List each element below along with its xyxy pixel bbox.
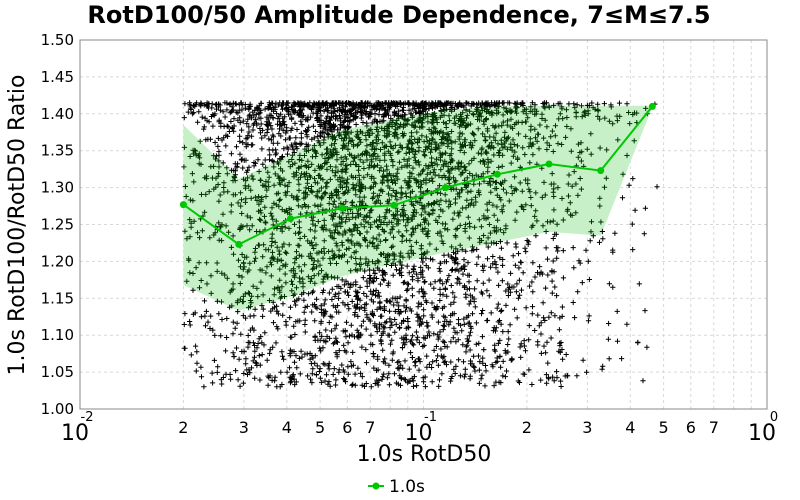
scatter-points-outside bbox=[181, 100, 660, 390]
series-line-1-0s bbox=[182, 105, 654, 246]
y-tick-label: 1.25 bbox=[41, 216, 74, 234]
legend-marker-swatch bbox=[372, 482, 380, 490]
x-tick-major-base: 10 bbox=[405, 421, 433, 446]
y-tick-label: 1.45 bbox=[41, 68, 74, 86]
series-point bbox=[338, 204, 346, 212]
x-tick-minor-label: 6 bbox=[686, 418, 696, 437]
plot-frame bbox=[79, 39, 768, 410]
y-tick-label: 1.15 bbox=[41, 289, 74, 307]
x-tick-minor-label: 4 bbox=[625, 418, 635, 437]
y-tick-label: 1.40 bbox=[41, 105, 74, 123]
y-tick-label: 1.20 bbox=[41, 252, 74, 270]
x-tick-major-exponent: -2 bbox=[81, 410, 94, 425]
scatter-layer bbox=[181, 100, 660, 390]
x-tick-minor-label: 7 bbox=[709, 418, 719, 437]
x-tick-major-base: 10 bbox=[61, 421, 89, 446]
series-point bbox=[648, 102, 656, 110]
series-band bbox=[183, 105, 653, 311]
scatter-points-inside bbox=[181, 103, 650, 311]
x-tick-minor-label: 6 bbox=[342, 418, 352, 437]
band-layer bbox=[183, 105, 653, 311]
x-tick-minor-label: 3 bbox=[582, 418, 592, 437]
y-tick-label: 1.30 bbox=[41, 179, 74, 197]
series-point bbox=[545, 160, 553, 168]
chart-title: RotD100/50 Amplitude Dependence, 7≤M≤7.5 bbox=[87, 1, 710, 29]
x-tick-minor-label: 5 bbox=[659, 418, 669, 437]
x-tick-minor-label: 2 bbox=[178, 418, 188, 437]
y-tick-label: 1.05 bbox=[41, 363, 74, 381]
series-point bbox=[493, 170, 501, 178]
x-tick-major-exponent: 0 bbox=[770, 410, 778, 425]
series-point bbox=[597, 167, 605, 175]
legend-label: 1.0s bbox=[389, 477, 425, 497]
x-tick-minor-label: 4 bbox=[282, 418, 292, 437]
series-point bbox=[442, 184, 450, 192]
x-axis-label: 1.0s RotD50 bbox=[357, 442, 492, 467]
y-axis-label: 1.0s RotD100/RotD50 Ratio bbox=[5, 75, 30, 376]
series-point bbox=[390, 201, 398, 209]
x-tick-minor-label: 3 bbox=[239, 418, 249, 437]
y-tick-label: 1.50 bbox=[41, 31, 74, 49]
x-tick-minor-label: 5 bbox=[315, 418, 325, 437]
y-tick-label: 1.35 bbox=[41, 142, 74, 160]
x-tick-major-exponent: -1 bbox=[424, 410, 437, 425]
series-point bbox=[287, 215, 294, 223]
y-tick-label: 1.00 bbox=[41, 400, 74, 418]
legend: 1.0s bbox=[368, 477, 425, 497]
x-tick-minor-label: 2 bbox=[522, 418, 532, 437]
series-line-layer bbox=[179, 102, 656, 248]
x-tick-minor-label: 7 bbox=[365, 418, 375, 437]
x-tick-major-base: 10 bbox=[748, 421, 776, 446]
y-tick-label: 1.10 bbox=[41, 326, 74, 344]
y-axis-ticks: 1.00 1.05 1.10 1.15 1.20 1.25 1.30 1.35 1.40 1.45… bbox=[41, 31, 74, 418]
series-point bbox=[235, 240, 243, 248]
series-point bbox=[179, 201, 187, 209]
